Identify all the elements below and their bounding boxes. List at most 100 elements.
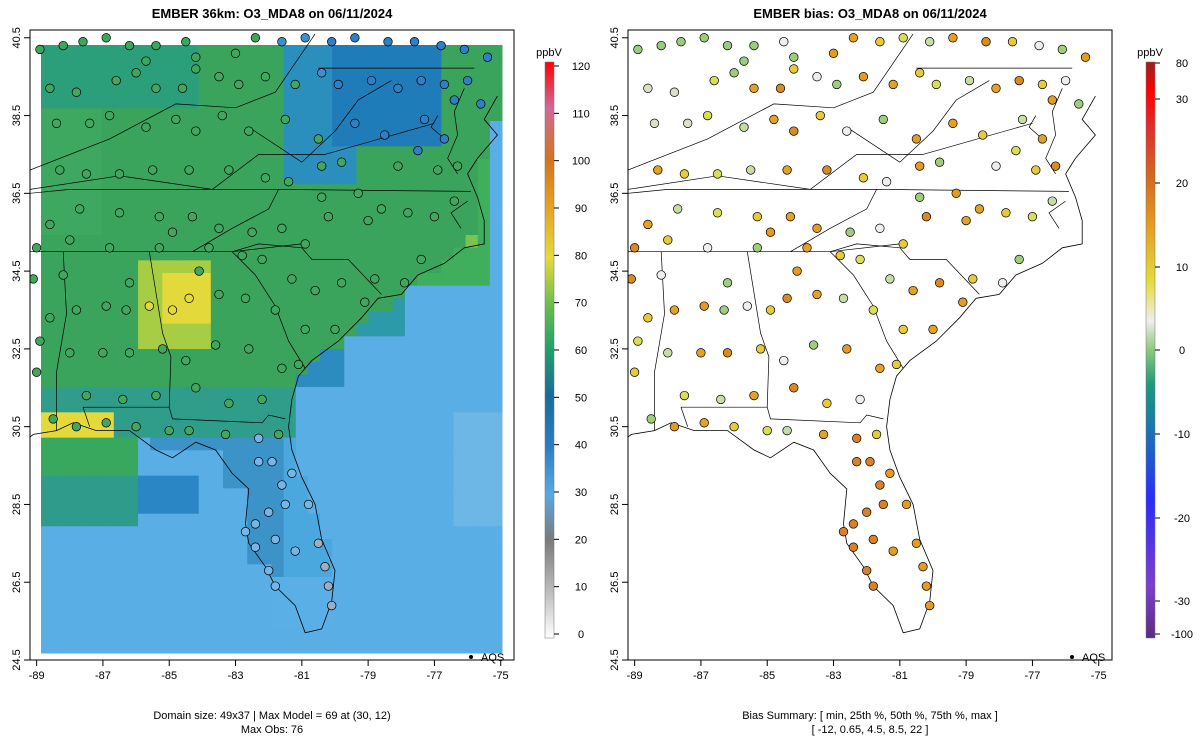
model-obs-point xyxy=(167,305,178,315)
heatmap-cell xyxy=(392,95,406,109)
bias-obs-point xyxy=(789,126,799,136)
model-obs-point xyxy=(154,243,164,253)
heatmap-cell xyxy=(174,285,188,299)
heatmap-cell xyxy=(356,551,370,565)
heatmap-cell xyxy=(441,564,454,578)
heatmap-cell xyxy=(162,133,175,147)
model-obs-point xyxy=(403,208,413,218)
heatmap-cell xyxy=(113,222,127,236)
heatmap-cell xyxy=(453,602,467,616)
heatmap-cell xyxy=(222,488,236,502)
heatmap-cell xyxy=(186,133,200,147)
model-obs-point xyxy=(476,99,486,109)
heatmap-cell xyxy=(344,197,357,211)
heatmap-cell xyxy=(89,488,103,502)
heatmap-cell xyxy=(453,146,467,160)
heatmap-cell xyxy=(356,323,370,337)
bias-plot-bg xyxy=(628,30,1112,660)
bay-outline xyxy=(1045,88,1063,175)
heatmap-cell xyxy=(417,336,430,350)
heatmap-cell xyxy=(356,475,370,489)
heatmap-cell xyxy=(259,273,272,287)
heatmap-cell xyxy=(356,577,370,591)
heatmap-cell xyxy=(429,336,442,350)
heatmap-cell xyxy=(198,70,212,84)
heatmap-cell xyxy=(150,133,163,147)
heatmap-cell xyxy=(356,197,370,211)
heatmap-cell xyxy=(477,450,491,464)
heatmap-cell xyxy=(295,209,309,223)
heatmap-cell xyxy=(113,311,127,325)
heatmap-cell xyxy=(368,247,382,261)
heatmap-cell xyxy=(320,463,333,477)
heatmap-cell xyxy=(65,146,78,160)
model-obs-point xyxy=(283,177,294,187)
heatmap-cell xyxy=(368,577,382,591)
heatmap-cell xyxy=(368,349,382,363)
heatmap-cell xyxy=(368,45,382,59)
bias-obs-point xyxy=(838,293,849,303)
heatmap-cell xyxy=(344,387,357,401)
colorbar-tick-label: 120 xyxy=(572,61,590,73)
state-border xyxy=(83,406,286,424)
heatmap-cell xyxy=(380,640,394,654)
heatmap-cell xyxy=(417,387,430,401)
heatmap-cell xyxy=(174,273,188,287)
model-panel: -89 -87 -85 -83 -81 -79 -77 -7524.526.528.530.5… xyxy=(11,6,590,736)
heatmap-cell xyxy=(53,602,66,616)
state-border xyxy=(628,189,1069,194)
heatmap-cell xyxy=(489,640,503,654)
heatmap-cell xyxy=(392,463,406,477)
heatmap-cell xyxy=(465,399,479,413)
heatmap-cell xyxy=(429,349,442,363)
heatmap-cell xyxy=(138,526,151,540)
heatmap-cell xyxy=(247,399,260,413)
x-tick-label: -79 xyxy=(958,670,974,682)
heatmap-cell xyxy=(307,399,321,413)
heatmap-cell xyxy=(441,399,454,413)
model-obs-point xyxy=(191,126,201,136)
heatmap-cell xyxy=(429,501,442,515)
model-obs-point xyxy=(194,266,204,276)
heatmap-cell xyxy=(380,159,394,173)
heatmap-cell xyxy=(465,108,479,122)
heatmap-cell xyxy=(53,450,66,464)
bias-obs-point xyxy=(1001,208,1011,218)
heatmap-cell xyxy=(174,361,188,375)
heatmap-cell xyxy=(380,298,394,312)
heatmap-cell xyxy=(307,323,321,337)
y-tick-label: 26.5 xyxy=(11,572,23,593)
model-obs-point xyxy=(393,161,403,171)
heatmap-cell xyxy=(332,222,345,236)
heatmap-cell xyxy=(113,197,127,211)
bias-obs-point xyxy=(739,122,749,132)
heatmap-cell xyxy=(477,361,491,375)
heatmap-cell xyxy=(453,501,467,515)
heatmap-cell xyxy=(125,209,139,223)
model-obs-point xyxy=(237,250,247,261)
bias-obs-point xyxy=(991,161,1001,171)
heatmap-cell xyxy=(65,551,78,565)
heatmap-cell xyxy=(380,146,394,160)
bias-obs-point xyxy=(782,293,792,303)
model-obs-point xyxy=(85,118,95,128)
heatmap-cell xyxy=(247,323,260,337)
heatmap-cell xyxy=(307,589,321,603)
heatmap-cell xyxy=(186,323,200,337)
heatmap-cell xyxy=(138,285,151,299)
heatmap-cell xyxy=(332,361,345,375)
heatmap-cell xyxy=(186,399,200,413)
heatmap-cell xyxy=(307,121,321,135)
model-obs-point xyxy=(181,355,191,366)
heatmap-cell xyxy=(380,437,394,451)
heatmap-cell xyxy=(356,247,370,261)
model-obs-point xyxy=(313,538,324,548)
heatmap-cell xyxy=(368,171,382,185)
heatmap-cell xyxy=(356,501,370,515)
heatmap-cell xyxy=(417,513,430,527)
heatmap-cell xyxy=(113,121,127,135)
heatmap-cell xyxy=(465,285,479,299)
heatmap-cell xyxy=(41,475,54,489)
bias-obs-point xyxy=(1031,165,1041,175)
heatmap-cell xyxy=(65,501,78,515)
